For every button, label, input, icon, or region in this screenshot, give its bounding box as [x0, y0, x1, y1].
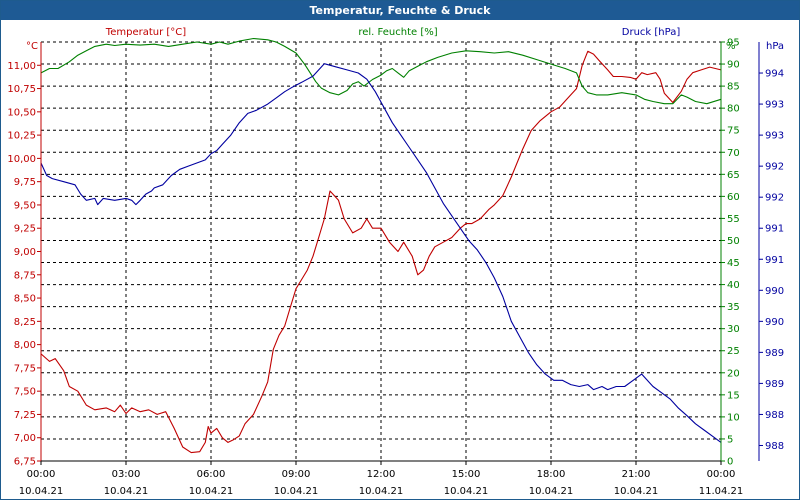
temperature-tick-label: 9,25: [14, 224, 36, 235]
humidity-tick-label: 45: [727, 258, 740, 269]
legend-pressure: Druck [hPa]: [622, 27, 681, 38]
x-tick-date-label: 11.04.21: [699, 486, 744, 497]
x-tick-time-label: 00:00: [27, 469, 56, 480]
humidity-tick-label: 20: [727, 368, 740, 379]
series-layer: [40, 37, 722, 454]
x-tick-date-label: 10.04.21: [359, 486, 404, 497]
humidity-tick-label: 30: [727, 324, 740, 335]
pressure-tick-label: 993: [765, 131, 784, 142]
pressure-tick-label: 992: [765, 193, 784, 204]
pressure-tick-label: 994: [765, 69, 784, 80]
pressure-tick-label: 992: [765, 162, 784, 173]
temperature-tick-label: 8,00: [14, 340, 36, 351]
temperature-tick-label: 9,50: [14, 200, 36, 211]
temperature-tick-label: 7,00: [14, 433, 36, 444]
temperature-tick-label: 7,75: [14, 363, 36, 374]
humidity-unit-label: %: [726, 41, 736, 52]
x-tick-time-label: 00:00: [707, 469, 736, 480]
temperature-tick-label: 7,50: [14, 387, 36, 398]
temperature-tick-label: 6,75: [14, 457, 36, 468]
x-tick-time-label: 06:00: [197, 469, 226, 480]
humidity-tick-label: 75: [727, 126, 740, 137]
temperature-tick-label: 10,50: [7, 107, 36, 118]
humidity-tick-label: 95: [727, 38, 740, 49]
x-tick-date-label: 10.04.21: [19, 486, 64, 497]
humidity-tick-label: 5: [727, 434, 733, 445]
pressure-tick-label: 991: [765, 255, 784, 266]
pressure-tick-label: 988: [765, 410, 784, 421]
x-tick-time-label: 03:00: [112, 469, 141, 480]
humidity-tick-label: 40: [727, 280, 740, 291]
x-tick-time-label: 21:00: [622, 469, 651, 480]
pressure-series-line: [40, 63, 722, 443]
temperature-tick-label: 9,00: [14, 247, 36, 258]
temperature-tick-label: 8,25: [14, 317, 36, 328]
temperature-tick-label: 11,00: [7, 61, 36, 72]
x-tick-date-label: 10.04.21: [189, 486, 234, 497]
pressure-tick-label: 989: [765, 379, 784, 390]
humidity-tick-label: 55: [727, 214, 740, 225]
pressure-tick-label: 988: [765, 441, 784, 452]
legend-temperature: Temperatur [°C]: [105, 27, 186, 38]
grid: [40, 41, 722, 462]
humidity-tick-label: 65: [727, 170, 740, 181]
temperature-tick-label: 8,75: [14, 270, 36, 281]
pressure-tick-label: 989: [765, 348, 784, 359]
pressure-tick-label: 991: [765, 224, 784, 235]
humidity-tick-label: 0: [727, 457, 733, 468]
humidity-tick-label: 90: [727, 60, 740, 71]
labels: °C % hPa Temperatur [°C] rel. Feuchte [%…: [26, 27, 784, 52]
pressure-tick-label: 990: [765, 286, 784, 297]
pressure-tick-label: 990: [765, 317, 784, 328]
temperature-series-line: [40, 50, 722, 454]
humidity-tick-label: 35: [727, 302, 740, 313]
axes: 11,00 10,75 10,50 10,25 10,00 9,75 9,50 9,25 9,0…: [7, 38, 784, 498]
humidity-tick-label: 10: [727, 412, 740, 423]
x-tick-time-label: 09:00: [282, 469, 311, 480]
humidity-tick-label: 70: [727, 148, 740, 159]
temperature-tick-label: 10,25: [7, 131, 36, 142]
x-tick-time-label: 18:00: [537, 469, 566, 480]
temperature-tick-label: 9,75: [14, 177, 36, 188]
x-tick-date-label: 10.04.21: [614, 486, 659, 497]
x-tick-time-label: 15:00: [452, 469, 481, 480]
x-tick-date-label: 10.04.21: [274, 486, 319, 497]
temperature-tick-label: 8,50: [14, 294, 36, 305]
humidity-tick-label: 15: [727, 390, 740, 401]
x-tick-date-label: 10.04.21: [104, 486, 149, 497]
x-tick-date-label: 10.04.21: [529, 486, 574, 497]
humidity-tick-label: 80: [727, 104, 740, 115]
x-tick-date-label: 10.04.21: [444, 486, 489, 497]
humidity-series-line: [40, 37, 722, 105]
temperature-unit-label: °C: [26, 41, 38, 52]
humidity-tick-label: 60: [727, 192, 740, 203]
pressure-tick-label: 993: [765, 100, 784, 111]
temperature-tick-label: 7,25: [14, 410, 36, 421]
temperature-tick-label: 10,00: [7, 154, 36, 165]
legend-humidity: rel. Feuchte [%]: [358, 27, 437, 38]
humidity-tick-label: 50: [727, 236, 740, 247]
pressure-unit-label: hPa: [766, 41, 784, 52]
window-title: Temperatur, Feuchte & Druck: [1, 1, 799, 20]
x-tick-time-label: 12:00: [367, 469, 396, 480]
humidity-tick-label: 25: [727, 346, 740, 357]
temperature-tick-label: 10,75: [7, 84, 36, 95]
humidity-tick-label: 85: [727, 82, 740, 93]
